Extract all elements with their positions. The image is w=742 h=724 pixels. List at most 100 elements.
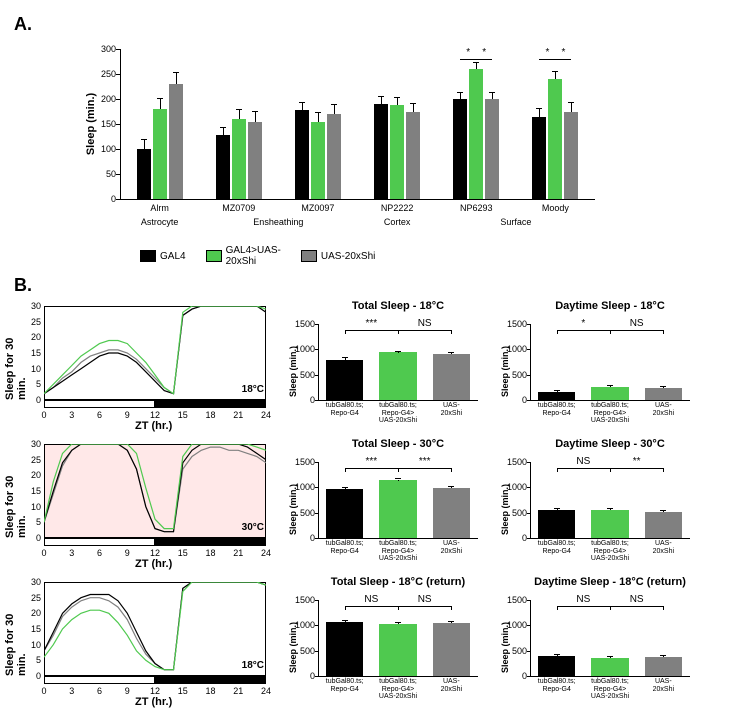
significance-marker: NS [630, 318, 644, 329]
y-axis-label: Sleep (min.) [85, 93, 97, 155]
x-axis-label: ZT (hr.) [135, 420, 172, 432]
bar [485, 99, 499, 199]
significance-marker: NS [418, 594, 432, 605]
bar-x-label: tubGal80.ts;Repo-G4 [320, 540, 370, 555]
y-axis-label: Sleep (min.) [288, 327, 298, 397]
chart-title: Daytime Sleep - 30°C [555, 438, 665, 450]
bar [232, 119, 246, 199]
x-tick-label: 12 [150, 410, 160, 420]
bar [591, 510, 628, 538]
bar [645, 388, 682, 400]
bar-x-label: tubGal80.ts;Repo-G4>UAS-20xShi [373, 402, 423, 425]
legend-item: GAL4>UAS-20xShi [206, 245, 281, 267]
y-tick-label: 25 [31, 593, 41, 603]
x-axis-label: ZT (hr.) [135, 558, 172, 570]
significance-marker: * [482, 47, 486, 58]
mini-bar-chart: Total Sleep - 30°C050010001500Sleep (min… [282, 438, 482, 568]
bar-x-label: tubGal80.ts;Repo-G4>UAS-20xShi [585, 402, 635, 425]
y-tick-label: 200 [101, 94, 116, 104]
group-label: MZ0709 [222, 203, 255, 213]
bar [390, 105, 404, 199]
group-label: MZ0097 [301, 203, 334, 213]
bar [169, 84, 183, 199]
significance-marker: NS [576, 594, 590, 605]
bar [406, 112, 420, 200]
y-tick-label: 300 [101, 44, 116, 54]
y-tick-label: 500 [300, 370, 315, 380]
panel-b-row: 05101520253003691215182124Sleep for 30 m… [10, 300, 732, 430]
significance-marker: * [581, 318, 585, 329]
y-tick-label: 500 [512, 646, 527, 656]
y-tick-label: 500 [300, 508, 315, 518]
chart-title: Total Sleep - 18°C [352, 300, 444, 312]
bar [538, 510, 575, 538]
chart-title: Total Sleep - 18°C (return) [331, 576, 465, 588]
chart-title: Total Sleep - 30°C [352, 438, 444, 450]
bar [327, 114, 341, 199]
x-tick-label: 6 [97, 548, 102, 558]
x-tick-label: 15 [178, 548, 188, 558]
trace-svg [44, 306, 266, 400]
significance-marker: * [545, 47, 549, 58]
bar-x-label: UAS-20xShi [638, 678, 688, 693]
y-tick-label: 100 [101, 144, 116, 154]
trace-plot: 05101520253003691215182124Sleep for 30 m… [10, 576, 270, 706]
bar [379, 624, 416, 676]
x-tick-label: 3 [69, 548, 74, 558]
bar [379, 480, 416, 538]
x-tick-label: 6 [97, 410, 102, 420]
bar-x-label: tubGal80.ts;Repo-G4 [320, 678, 370, 693]
x-tick-label: 0 [41, 410, 46, 420]
x-axis-label: ZT (hr.) [135, 696, 172, 708]
bar [645, 512, 682, 538]
chart-title: Daytime Sleep - 18°C [555, 300, 665, 312]
mini-bar-chart: Daytime Sleep - 18°C (return)05001000150… [494, 576, 694, 706]
group-label: NP2222 [381, 203, 414, 213]
significance-marker: * [561, 47, 565, 58]
y-tick-label: 20 [31, 332, 41, 342]
y-axis-label: Sleep (min.) [500, 465, 510, 535]
x-tick-label: 0 [41, 548, 46, 558]
group-sublabel: Surface [500, 217, 531, 227]
panel-b-row: 05101520253003691215182124Sleep for 30 m… [10, 576, 732, 706]
bar [538, 392, 575, 400]
bar [453, 99, 467, 199]
y-tick-label: 50 [106, 169, 116, 179]
group-label: NP6293 [460, 203, 493, 213]
y-tick-label: 20 [31, 470, 41, 480]
panel-a-label: A. [14, 14, 732, 35]
bar [433, 354, 470, 400]
mini-bar-chart: Daytime Sleep - 18°C050010001500Sleep (m… [494, 300, 694, 430]
significance-marker: *** [365, 456, 377, 467]
y-axis-label: Sleep (min.) [288, 465, 298, 535]
bar [311, 122, 325, 200]
bar-x-label: UAS-20xShi [426, 402, 476, 417]
bar-x-label: tubGal80.ts;Repo-G4>UAS-20xShi [585, 540, 635, 563]
y-tick-label: 0 [36, 671, 41, 681]
mini-bar-chart: Total Sleep - 18°C (return)050010001500S… [282, 576, 482, 706]
trace-plot: 05101520253003691215182124Sleep for 30 m… [10, 438, 270, 568]
bar [248, 122, 262, 200]
bar [216, 135, 230, 199]
y-axis-label: Sleep for 30 min. [4, 320, 28, 400]
bar [548, 79, 562, 199]
bar-x-label: UAS-20xShi [426, 540, 476, 555]
y-axis-label: Sleep (min.) [288, 603, 298, 673]
significance-marker: NS [418, 318, 432, 329]
x-tick-label: 21 [233, 548, 243, 558]
y-tick-label: 0 [36, 395, 41, 405]
significance-marker: *** [365, 318, 377, 329]
bar [433, 623, 470, 676]
bar-x-label: tubGal80.ts;Repo-G4 [532, 678, 582, 693]
bar-x-label: UAS-20xShi [638, 402, 688, 417]
y-tick-label: 5 [36, 379, 41, 389]
x-tick-label: 9 [125, 548, 130, 558]
significance-marker: *** [419, 456, 431, 467]
x-tick-label: 21 [233, 410, 243, 420]
bar [433, 488, 470, 538]
mini-bar-chart: Total Sleep - 18°C050010001500Sleep (min… [282, 300, 482, 430]
group-sublabel: Ensheathing [253, 217, 303, 227]
y-tick-label: 5 [36, 655, 41, 665]
y-axis-label: Sleep for 30 min. [4, 458, 28, 538]
significance-marker: * [466, 47, 470, 58]
